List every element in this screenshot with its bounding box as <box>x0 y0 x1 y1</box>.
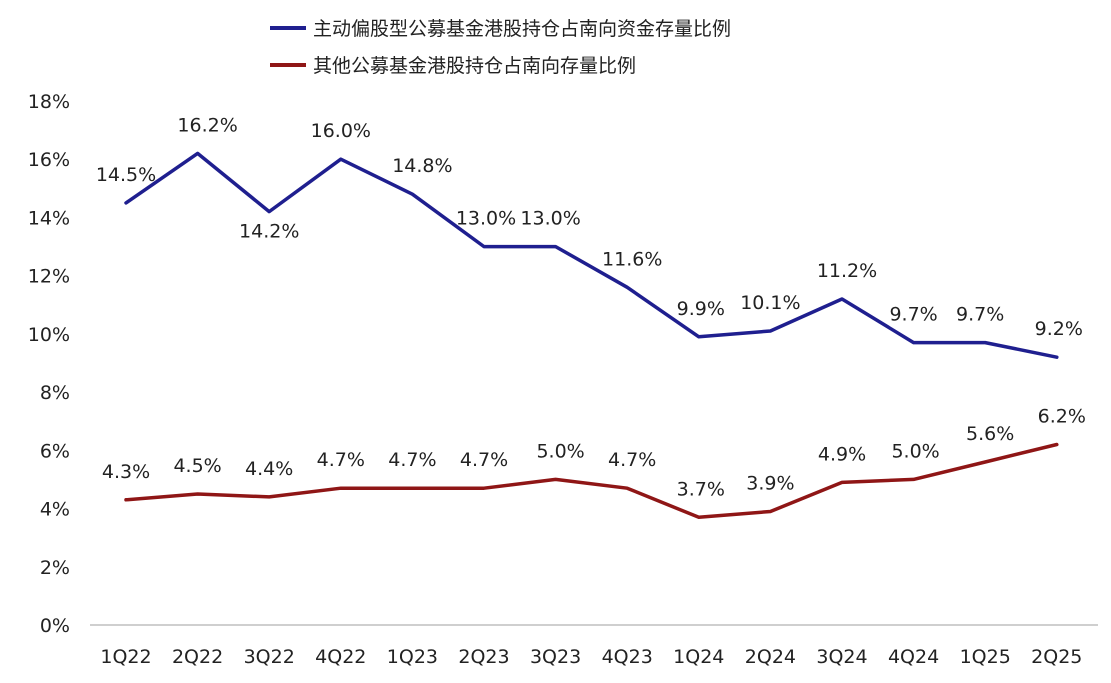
data-label-series-2: 4.7% <box>317 449 365 471</box>
data-label-series-1: 9.2% <box>1035 318 1083 340</box>
x-tick-label: 2Q22 <box>172 646 223 668</box>
y-tick-label: 14% <box>28 207 70 229</box>
data-label-series-2: 3.9% <box>746 472 794 494</box>
y-tick-label: 2% <box>40 557 70 579</box>
x-tick-label: 1Q23 <box>387 646 438 668</box>
data-label-series-2: 5.0% <box>536 440 584 462</box>
data-label-series-2: 4.3% <box>102 461 150 483</box>
data-label-series-2: 5.0% <box>891 440 939 462</box>
series-line-1 <box>124 151 1059 359</box>
data-label-series-1: 9.7% <box>956 304 1004 326</box>
data-label-series-2: 4.7% <box>460 449 508 471</box>
data-label-series-1: 13.0% <box>520 208 580 230</box>
legend-label-series-2: 其他公募基金港股持仓占南向存量比例 <box>313 55 636 77</box>
x-tick-label: 3Q22 <box>244 646 295 668</box>
y-tick-label: 16% <box>28 149 70 171</box>
legend-label-series-1: 主动偏股型公募基金港股持仓占南向资金存量比例 <box>313 18 731 40</box>
x-tick-label: 3Q24 <box>816 646 867 668</box>
data-label-series-1: 9.9% <box>677 298 725 320</box>
x-tick-label: 1Q22 <box>100 646 151 668</box>
x-axis: 1Q22 2Q22 3Q22 4Q22 1Q23 2Q23 3Q23 4Q23 1Q24 2Q24… <box>100 646 1082 668</box>
data-label-series-1: 11.2% <box>817 260 877 282</box>
x-tick-label: 4Q24 <box>888 646 939 668</box>
data-label-series-2: 3.7% <box>677 478 725 500</box>
y-tick-label: 4% <box>40 499 70 521</box>
data-label-series-2: 4.9% <box>818 443 866 465</box>
legend-item-series-2: 其他公募基金港股持仓占南向存量比例 <box>270 55 636 77</box>
x-tick-label: 2Q23 <box>458 646 509 668</box>
y-tick-label: 10% <box>28 324 70 346</box>
data-labels: 14.5% 16.2% 14.2% 16.0% 14.8% 13.0% 13.0% 11.6%… <box>96 114 1086 500</box>
data-label-series-2: 4.4% <box>245 458 293 480</box>
x-tick-label: 4Q23 <box>602 646 653 668</box>
data-label-series-2: 6.2% <box>1038 406 1086 428</box>
data-label-series-1: 10.1% <box>740 292 800 314</box>
series-line-2 <box>124 442 1059 520</box>
data-label-series-1: 14.2% <box>239 221 299 243</box>
data-label-series-1: 14.8% <box>392 155 452 177</box>
data-label-series-2: 4.5% <box>173 455 221 477</box>
x-tick-label: 1Q24 <box>673 646 724 668</box>
x-tick-label: 2Q24 <box>745 646 796 668</box>
data-label-series-1: 16.0% <box>311 120 371 142</box>
y-axis: 0% 2% 4% 6% 8% 10% 12% 14% 16% 18% <box>28 91 70 637</box>
y-tick-label: 6% <box>40 440 70 462</box>
y-tick-label: 12% <box>28 266 70 288</box>
data-label-series-1: 13.0% <box>456 208 516 230</box>
series-group <box>124 151 1059 520</box>
data-label-series-1: 11.6% <box>602 248 662 270</box>
data-label-series-2: 5.6% <box>966 423 1014 445</box>
y-tick-label: 18% <box>28 91 70 113</box>
data-label-series-1: 14.5% <box>96 164 156 186</box>
data-label-series-1: 16.2% <box>177 114 237 136</box>
y-tick-label: 0% <box>40 615 70 637</box>
x-tick-label: 1Q25 <box>960 646 1011 668</box>
data-label-series-1: 9.7% <box>889 304 937 326</box>
legend: 主动偏股型公募基金港股持仓占南向资金存量比例 其他公募基金港股持仓占南向存量比例 <box>270 18 731 77</box>
legend-item-series-1: 主动偏股型公募基金港股持仓占南向资金存量比例 <box>270 18 731 40</box>
x-tick-label: 2Q25 <box>1031 646 1082 668</box>
x-tick-label: 3Q23 <box>530 646 581 668</box>
x-tick-label: 4Q22 <box>315 646 366 668</box>
data-label-series-2: 4.7% <box>388 449 436 471</box>
y-tick-label: 8% <box>40 382 70 404</box>
data-label-series-2: 4.7% <box>608 449 656 471</box>
